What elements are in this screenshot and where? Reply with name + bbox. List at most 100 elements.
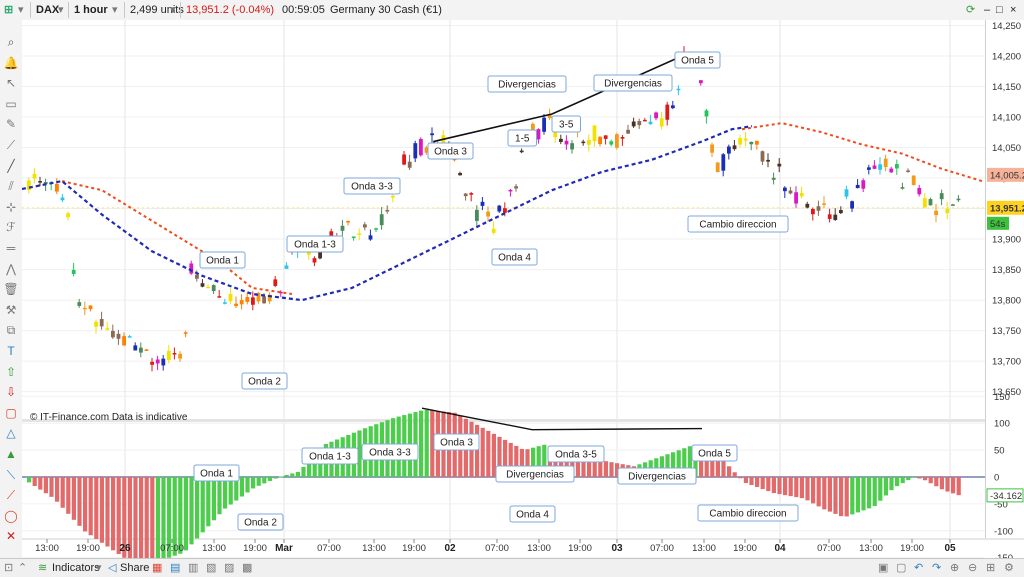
ruler-icon[interactable]: ▭ xyxy=(3,96,19,112)
countdown-label: 54s xyxy=(990,219,1006,230)
maximize-icon[interactable]: □ xyxy=(996,3,1003,17)
arrow-down-icon[interactable]: ⇩ xyxy=(3,384,19,400)
indicators-icon[interactable]: ≋ xyxy=(38,561,47,575)
osc-bar xyxy=(744,477,748,483)
calendar-icon[interactable]: ▨ xyxy=(224,561,234,575)
undo-icon[interactable]: ↶ xyxy=(914,561,923,575)
fibonacci-icon[interactable]: ℱ xyxy=(3,219,19,235)
plot-icon[interactable]: ▤ xyxy=(170,561,180,575)
osc-bar xyxy=(481,428,485,477)
chevron-up-icon[interactable]: ⌃ xyxy=(18,561,27,575)
osc-bar xyxy=(598,460,602,477)
candle-body xyxy=(749,142,753,144)
osc-annotation: Divergencias xyxy=(506,470,564,481)
ellipse-icon[interactable]: ◯ xyxy=(3,508,19,524)
timeframe-selector[interactable]: 1 hour xyxy=(74,3,108,17)
candle-body xyxy=(520,151,524,153)
osc-bar xyxy=(296,472,300,477)
candle-body xyxy=(469,193,473,195)
settings-icon[interactable]: ⚙ xyxy=(1004,561,1014,575)
refresh-icon[interactable]: ⟳ xyxy=(966,3,975,17)
osc-bar xyxy=(486,431,490,477)
minimize-icon[interactable]: – xyxy=(984,3,990,17)
candle-body xyxy=(906,170,910,172)
line-icon[interactable]: ╱ xyxy=(3,158,19,174)
diagonal2-icon[interactable]: ⟋ xyxy=(3,487,19,503)
measure-icon[interactable]: ⟋ xyxy=(3,137,19,153)
table-icon[interactable]: ▧ xyxy=(206,561,216,575)
fit-icon[interactable]: ⊞ xyxy=(986,561,995,575)
candle-body xyxy=(766,160,770,162)
candle-body xyxy=(923,198,927,207)
zoom-in-icon[interactable]: ⊕ xyxy=(950,561,959,575)
osc-bar xyxy=(94,477,98,539)
price-tick-label: 13,750 xyxy=(992,326,1021,337)
cursor-icon[interactable]: ↖ xyxy=(3,75,19,91)
grid-icon[interactable]: ▥ xyxy=(188,561,198,575)
layout-icon[interactable]: ▣ xyxy=(878,561,888,575)
window-icon[interactable]: ▢ xyxy=(896,561,906,575)
tools-icon[interactable]: ⚒ xyxy=(3,302,19,318)
osc-bar xyxy=(212,477,216,520)
top-toolbar: ⊞ ▾ DAX ▾ 1 hour ▾ 2,499 units ▾ 13,951.… xyxy=(0,0,1024,21)
share-icon[interactable]: ◁ xyxy=(108,561,116,575)
chevron-down-icon[interactable]: ▾ xyxy=(18,3,24,17)
price-change: 13,951.2 (-0.04%) xyxy=(186,3,274,17)
text-icon[interactable]: T xyxy=(3,343,19,359)
osc-bar xyxy=(951,477,955,493)
time-tick-label: 07:00 xyxy=(317,543,341,554)
chart-type-icon[interactable]: ⊞ xyxy=(4,3,13,17)
candle-body xyxy=(352,237,356,239)
arrow-up-icon[interactable]: ⇧ xyxy=(3,364,19,380)
chevron-down-icon[interactable]: ▾ xyxy=(170,3,176,17)
channel-icon[interactable]: ⫽ xyxy=(3,178,19,194)
lock-icon[interactable]: ⊡ xyxy=(4,561,13,575)
triangle2-icon[interactable]: ▲ xyxy=(3,446,19,462)
osc-bar xyxy=(850,477,854,514)
time-tick-label: 13:00 xyxy=(692,543,716,554)
crosshair-icon[interactable]: ⊹ xyxy=(3,199,19,215)
chevron-down-icon[interactable]: ▾ xyxy=(58,3,64,17)
candle-body xyxy=(632,122,636,127)
redo-icon[interactable]: ↷ xyxy=(932,561,941,575)
candle-body xyxy=(122,336,126,345)
chevron-down-icon[interactable]: ▾ xyxy=(112,3,118,17)
candle-body xyxy=(901,187,905,189)
candle-body xyxy=(598,137,602,144)
time-tick-label: 07:00 xyxy=(650,543,674,554)
pattern-icon[interactable]: ⋀ xyxy=(3,261,19,277)
bell-icon[interactable]: 🔔 xyxy=(3,55,19,71)
level-icon[interactable]: ═ xyxy=(3,240,19,256)
magnifier-icon[interactable]: ⌕ xyxy=(3,34,19,50)
instrument-name: Germany 30 Cash (€1) xyxy=(330,3,442,17)
cross-icon[interactable]: ✕ xyxy=(3,528,19,544)
osc-tick-label: -100 xyxy=(994,526,1013,537)
price-tick-label: 14,250 xyxy=(992,21,1021,32)
diagonal-icon[interactable]: ⟍ xyxy=(3,467,19,483)
trash-icon[interactable]: 🗑 xyxy=(3,281,19,297)
chevron-down-icon[interactable]: ▾ xyxy=(96,561,102,575)
last-price-label: 13,951.2 xyxy=(990,203,1024,214)
chart-icon[interactable]: ▦ xyxy=(152,561,162,575)
osc-bar xyxy=(262,477,266,483)
candle-body xyxy=(111,331,115,337)
osc-bar xyxy=(833,477,837,514)
export-icon[interactable]: ▩ xyxy=(242,561,252,575)
close-icon[interactable]: × xyxy=(1010,3,1016,17)
shape-icon[interactable]: ▢ xyxy=(3,405,19,421)
osc-bar xyxy=(419,411,423,477)
candle-body xyxy=(604,135,608,138)
instrument-selector[interactable]: DAX xyxy=(36,3,59,17)
zoom-out-icon[interactable]: ⊖ xyxy=(968,561,977,575)
triangle-icon[interactable]: △ xyxy=(3,425,19,441)
copy-icon[interactable]: ⧉ xyxy=(3,322,19,338)
indicators-button[interactable]: Indicators xyxy=(52,561,100,575)
candle-body xyxy=(374,228,378,230)
osc-bar xyxy=(49,477,53,497)
share-button[interactable]: Share xyxy=(120,561,149,575)
candle-body xyxy=(72,270,76,274)
pencil-icon[interactable]: ✎ xyxy=(3,116,19,132)
osc-bar xyxy=(761,477,765,489)
time-tick-label: 19:00 xyxy=(243,543,267,554)
